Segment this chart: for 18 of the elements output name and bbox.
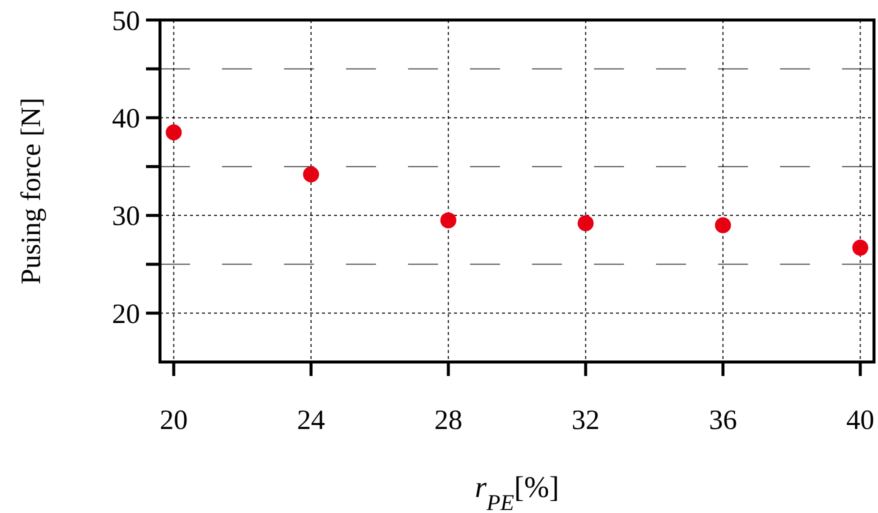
x-tick-label: 32 bbox=[572, 405, 600, 436]
x-tick-label: 28 bbox=[434, 405, 462, 436]
point bbox=[303, 166, 320, 182]
x-tick-label: 36 bbox=[708, 405, 737, 436]
y-axis-title: Pusing force [N] bbox=[16, 98, 47, 284]
point bbox=[852, 240, 868, 256]
point bbox=[578, 215, 594, 232]
x-tick-label: 24 bbox=[297, 405, 326, 436]
y-tick-label: 50 bbox=[112, 6, 140, 37]
point bbox=[714, 217, 731, 234]
y-tick-label: 30 bbox=[112, 201, 140, 232]
point bbox=[440, 212, 456, 228]
y-tick-label: 20 bbox=[112, 298, 140, 330]
x-axis-title: r$_{PE}$[%] bbox=[474, 471, 560, 513]
x-tick-label: 40 bbox=[846, 405, 874, 436]
point bbox=[166, 124, 182, 140]
y-tick-label: 40 bbox=[112, 104, 140, 135]
x-tick-label: 20 bbox=[160, 405, 188, 436]
